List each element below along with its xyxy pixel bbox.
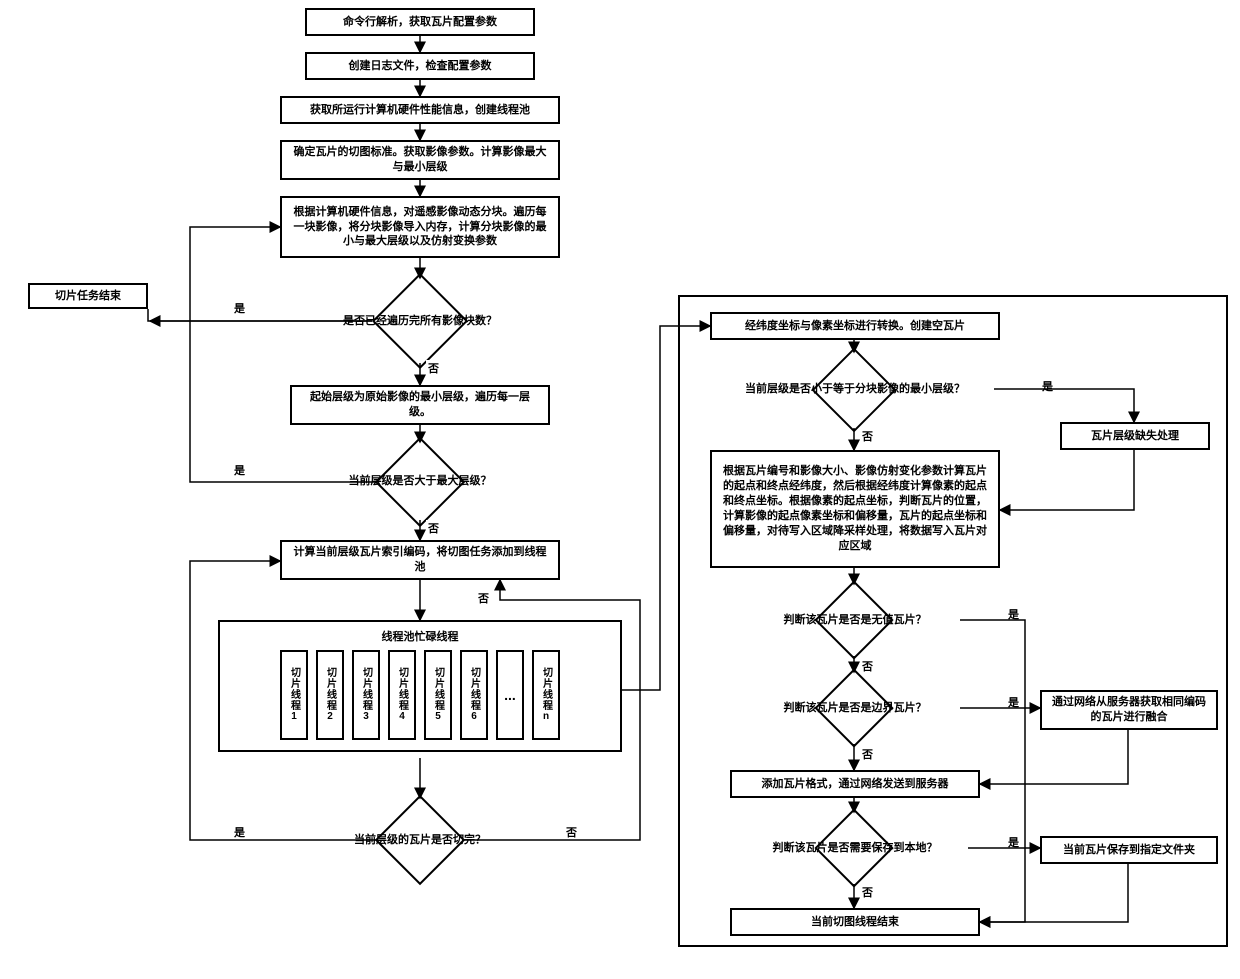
node-n1: 命令行解析，获取瓦片配置参数 <box>305 8 535 36</box>
node-r-save: 当前瓦片保存到指定文件夹 <box>1040 836 1218 864</box>
node-r-merge: 通过网络从服务器获取相同编码的瓦片进行融合 <box>1040 690 1218 730</box>
node-n7: 计算当前层级瓦片索引编码，将切图任务添加到线程池 <box>280 540 560 580</box>
edge-label-yes: 是 <box>1006 606 1021 622</box>
node-r2: 根据瓦片编号和影像大小、影像仿射变化参数计算瓦片的起点和终点经纬度，然后根据经纬… <box>710 450 1000 568</box>
diamond-d3 <box>375 795 466 886</box>
edge-label-yes: 是 <box>232 824 247 840</box>
node-n3: 获取所运行计算机硬件性能信息，创建线程池 <box>280 96 560 124</box>
node-n6: 起始层级为原始影像的最小层级，遍历每一层级。 <box>290 385 550 425</box>
edge-label-no: 否 <box>426 520 441 536</box>
thread-item: 切片线程2 <box>316 650 344 740</box>
node-r3: 添加瓦片格式，通过网络发送到服务器 <box>730 770 980 798</box>
node-r-end: 当前切图线程结束 <box>730 908 980 936</box>
diamond-d1 <box>372 273 468 369</box>
edge-label-no: 否 <box>426 360 441 376</box>
thread-item: 切片线程3 <box>352 650 380 740</box>
diamond-d2 <box>375 437 466 528</box>
node-n2: 创建日志文件，检查配置参数 <box>305 52 535 80</box>
edge-label-no: 否 <box>860 884 875 900</box>
thread-item: 切片线程1 <box>280 650 308 740</box>
edge-label-yes: 是 <box>1006 694 1021 710</box>
threadpool-title: 线程池忙碌线程 <box>230 628 610 644</box>
edge-label-no: 否 <box>860 658 875 674</box>
node-n4: 确定瓦片的切图标准。获取影像参数。计算影像最大与最小层级 <box>280 140 560 180</box>
edge-label-no: 否 <box>564 824 579 840</box>
thread-item: 切片线程6 <box>460 650 488 740</box>
edge-label-yes: 是 <box>1040 378 1055 394</box>
edge-label-yes: 是 <box>232 300 247 316</box>
node-end1: 切片任务结束 <box>28 283 148 309</box>
edge-label-no: 否 <box>860 746 875 762</box>
thread-item: 切片线程4 <box>388 650 416 740</box>
thread-item-dots: ... <box>496 650 524 740</box>
node-n5: 根据计算机硬件信息，对遥感影像动态分块。遍历每一块影像，将分块影像导入内存，计算… <box>280 196 560 258</box>
node-r-miss: 瓦片层级缺失处理 <box>1060 422 1210 450</box>
edge-label-yes: 是 <box>232 462 247 478</box>
thread-item: 切片线程n <box>532 650 560 740</box>
threadpool-items: 切片线程1 切片线程2 切片线程3 切片线程4 切片线程5 切片线程6 ... … <box>230 650 610 740</box>
threadpool: 线程池忙碌线程 切片线程1 切片线程2 切片线程3 切片线程4 切片线程5 切片… <box>218 620 622 752</box>
edge-label-no: 否 <box>860 428 875 444</box>
edge-label-yes: 是 <box>1006 834 1021 850</box>
edge-label-no: 否 <box>476 590 491 606</box>
node-r1: 经纬度坐标与像素坐标进行转换。创建空瓦片 <box>710 312 1000 340</box>
thread-item: 切片线程5 <box>424 650 452 740</box>
